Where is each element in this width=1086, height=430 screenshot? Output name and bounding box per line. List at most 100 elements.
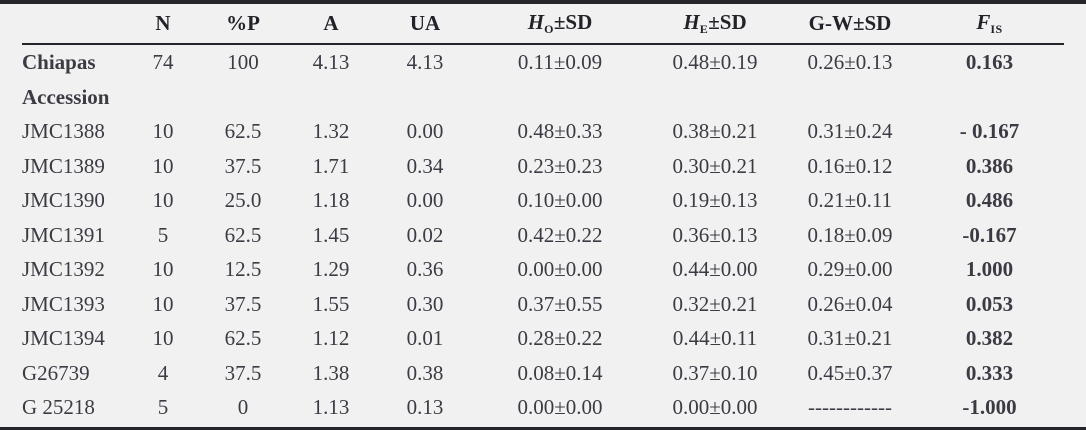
- cell-n: 10: [152, 188, 174, 213]
- cell-a: 1.29: [312, 257, 350, 282]
- cell-ua: 0.34: [406, 153, 444, 178]
- cell-a: 1.71: [312, 153, 350, 178]
- cell-fis: 1.000: [965, 257, 1014, 282]
- cell-a: 1.32: [312, 119, 350, 144]
- row-label: JMC1394: [22, 326, 105, 351]
- cell-gw: 0.16±0.12: [807, 153, 893, 178]
- cell-n: 10: [152, 119, 174, 144]
- header-fis: FIS: [915, 4, 1064, 45]
- header-blank: [22, 4, 127, 45]
- cell-pp: 62.5: [224, 119, 262, 144]
- genetic-diversity-table: N %P A UA HO±SD HE±SD G-W±SD FIS Chiapas…: [22, 4, 1064, 425]
- cell-n: 74: [152, 49, 174, 74]
- ho-suffix: ±SD: [553, 10, 593, 34]
- cell-fis: [915, 80, 1064, 115]
- row-label: JMC1393: [22, 291, 105, 316]
- cell-ua: 0.01: [406, 326, 444, 351]
- header-n: N: [127, 4, 199, 45]
- cell-a: 1.18: [312, 188, 350, 213]
- cell-ho: 0.37±0.55: [517, 291, 603, 316]
- cell-gw: 0.45±0.37: [807, 360, 893, 385]
- table-row: JMC1392 10 12.5 1.29 0.36 0.00±0.00 0.44…: [22, 252, 1064, 287]
- cell-ua: 0.00: [406, 119, 444, 144]
- cell-he: 0.38±0.21: [672, 119, 758, 144]
- cell-ua: 0.02: [406, 222, 444, 247]
- cell-pp: 0: [237, 395, 249, 420]
- header-percent-polymorphic: %P: [199, 4, 287, 45]
- cell-a: 1.12: [312, 326, 350, 351]
- cell-ho: [475, 80, 645, 115]
- fis-symbol: F: [976, 10, 991, 34]
- table-row: G26739 4 37.5 1.38 0.38 0.08±0.14 0.37±0…: [22, 356, 1064, 391]
- table-row: G 25218 5 0 1.13 0.13 0.00±0.00 0.00±0.0…: [22, 390, 1064, 425]
- cell-n: 10: [152, 257, 174, 282]
- cell-ua: 0.00: [406, 188, 444, 213]
- cell-ho: 0.00±0.00: [517, 395, 603, 420]
- row-label: Chiapas: [22, 49, 96, 74]
- header-he-sd: HE±SD: [645, 4, 785, 45]
- cell-he: [645, 80, 785, 115]
- header-ua: UA: [375, 4, 475, 45]
- table-row: JMC1390 10 25.0 1.18 0.00 0.10±0.00 0.19…: [22, 183, 1064, 218]
- cell-gw: 0.29±0.00: [807, 257, 893, 282]
- table-row: JMC1388 10 62.5 1.32 0.00 0.48±0.33 0.38…: [22, 114, 1064, 149]
- cell-ua: 0.13: [406, 395, 444, 420]
- cell-fis: 0.486: [965, 188, 1014, 213]
- cell-a: 1.55: [312, 291, 350, 316]
- table-row: JMC1394 10 62.5 1.12 0.01 0.28±0.22 0.44…: [22, 321, 1064, 356]
- cell-ua: 0.38: [406, 360, 444, 385]
- cell-gw: 0.26±0.13: [807, 49, 893, 74]
- cell-gw: 0.21±0.11: [807, 188, 893, 213]
- cell-ho: 0.11±0.09: [517, 49, 603, 74]
- ho-symbol: H: [527, 10, 545, 34]
- fis-subscript: IS: [990, 22, 1003, 36]
- cell-fis: 0.053: [965, 291, 1014, 316]
- cell-ho: 0.48±0.33: [517, 119, 603, 144]
- cell-n: 4: [157, 360, 169, 385]
- row-label: JMC1388: [22, 119, 105, 144]
- cell-n: [127, 80, 199, 115]
- cell-ho: 0.10±0.00: [517, 188, 603, 213]
- cell-a: 4.13: [312, 49, 350, 74]
- cell-gw: 0.26±0.04: [807, 291, 893, 316]
- cell-ho: 0.28±0.22: [517, 326, 603, 351]
- cell-fis: 0.386: [965, 153, 1014, 178]
- table-row: Accession: [22, 80, 1064, 115]
- row-label: JMC1389: [22, 153, 105, 178]
- cell-he: 0.30±0.21: [672, 153, 758, 178]
- cell-n: 10: [152, 326, 174, 351]
- cell-gw: 0.31±0.24: [807, 119, 893, 144]
- cell-he: 0.00±0.00: [672, 395, 758, 420]
- header-row: N %P A UA HO±SD HE±SD G-W±SD FIS: [22, 4, 1064, 45]
- cell-a: [287, 80, 375, 115]
- cell-pp: [199, 80, 287, 115]
- header-gw-sd: G-W±SD: [785, 4, 915, 45]
- he-symbol: H: [683, 10, 700, 34]
- cell-fis: -0.167: [962, 222, 1017, 247]
- table-row: JMC1391 5 62.5 1.45 0.02 0.42±0.22 0.36±…: [22, 218, 1064, 253]
- cell-fis: 0.333: [965, 360, 1014, 385]
- cell-he: 0.32±0.21: [672, 291, 758, 316]
- cell-he: 0.44±0.00: [672, 257, 758, 282]
- cell-pp: 62.5: [224, 326, 262, 351]
- row-label: Accession: [22, 84, 110, 109]
- cell-he: 0.19±0.13: [672, 188, 758, 213]
- cell-pp: 62.5: [224, 222, 262, 247]
- cell-pp: 12.5: [224, 257, 262, 282]
- cell-he: 0.48±0.19: [672, 49, 758, 74]
- row-label: G26739: [22, 360, 90, 385]
- cell-n: 10: [152, 291, 174, 316]
- cell-he: 0.44±0.11: [672, 326, 758, 351]
- cell-ho: 0.00±0.00: [517, 257, 603, 282]
- cell-fis: -1.000: [962, 395, 1017, 420]
- cell-pp: 37.5: [224, 291, 262, 316]
- cell-pp: 100: [227, 49, 259, 74]
- table-row: JMC1389 10 37.5 1.71 0.34 0.23±0.23 0.30…: [22, 149, 1064, 184]
- cell-ua: 0.36: [406, 257, 444, 282]
- cell-ua: 0.30: [406, 291, 444, 316]
- cell-n: 5: [157, 395, 169, 420]
- cell-ho: 0.42±0.22: [517, 222, 603, 247]
- row-label: G 25218: [22, 395, 95, 420]
- row-label: JMC1392: [22, 257, 105, 282]
